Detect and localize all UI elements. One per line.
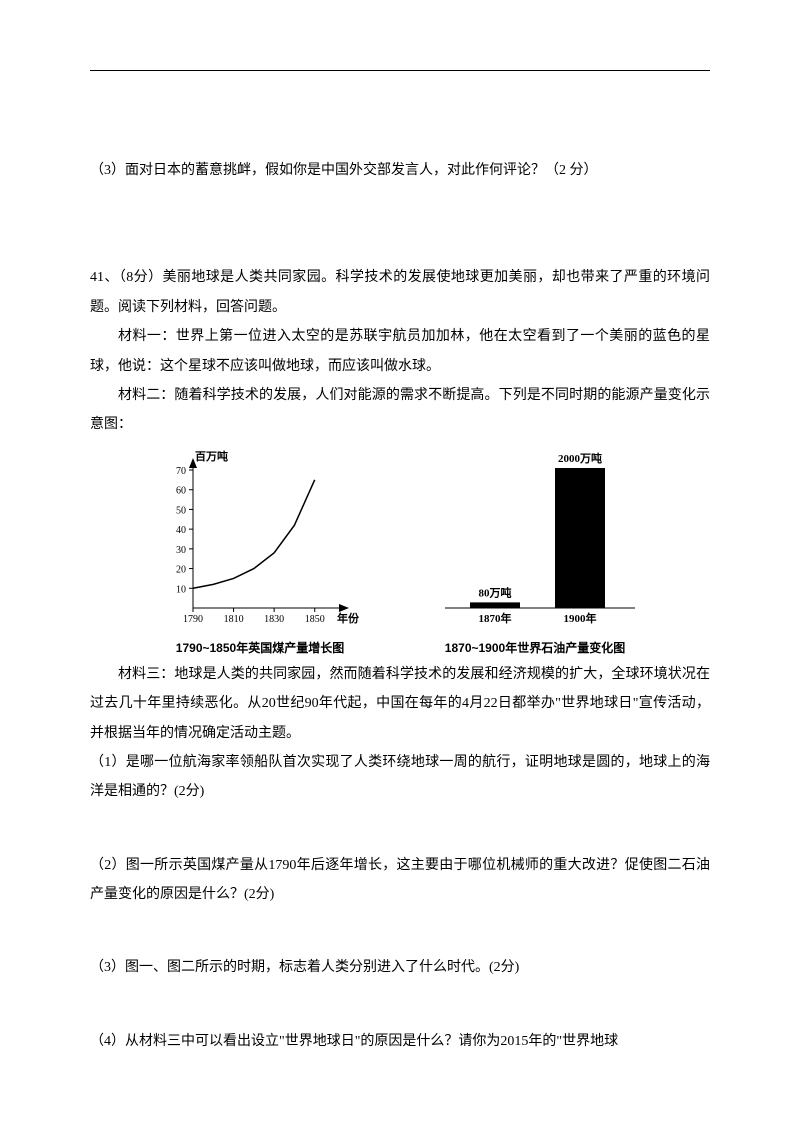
svg-text:1870年: 1870年 [479, 611, 512, 625]
svg-text:30: 30 [176, 545, 186, 556]
chart-2-box: 80万吨 1870年 2000万吨 1900年 1870~1900年世界石油产量变化图 [425, 450, 645, 656]
question-41-part4: （4）从材料三中可以看出设立"世界地球日"的原因是什么？请你为2015年的"世界… [90, 1027, 710, 1056]
svg-text:50: 50 [176, 505, 186, 516]
coal-production-line-chart: 10 20 30 40 50 60 70 1790 1810 1830 1850 百万吨年份 [155, 450, 365, 630]
svg-text:百万吨: 百万吨 [195, 450, 228, 463]
svg-text:2000万吨: 2000万吨 [558, 451, 602, 465]
charts-container: 10 20 30 40 50 60 70 1790 1810 1830 1850 百万吨年份 1790… [90, 450, 710, 656]
question-41-part2: （2）图一所示英国煤产量从1790年后逐年增长，这主要由于哪位机械师的重大改进？… [90, 851, 710, 910]
chart-2-svg-wrap: 80万吨 1870年 2000万吨 1900年 [425, 450, 645, 635]
question-41-part1: （1）是哪一位航海家率领船队首次实现了人类环绕地球一周的航行，证明地球是圆的，地… [90, 748, 710, 807]
material-2: 材料二：随着科学技术的发展，人们对能源的需求不断提高。下列是不同时期的能源产量变… [90, 381, 710, 440]
svg-text:1900年: 1900年 [564, 611, 597, 625]
svg-text:80万吨: 80万吨 [479, 585, 512, 599]
svg-text:40: 40 [176, 525, 186, 536]
material-1: 材料一：世界上第一位进入太空的是苏联宇航员加加林，他在太空看到了一个美丽的蓝色的… [90, 322, 710, 381]
question-41-intro: 41、（8分）美丽地球是人类共同家园。科学技术的发展使地球更加美丽，却也带来了严… [90, 263, 710, 322]
material-3: 材料三：地球是人类的共同家园，然而随着科学技术的发展和经济规模的扩大，全球环境状… [90, 660, 710, 748]
svg-text:1790: 1790 [183, 614, 203, 625]
header-rule [90, 70, 710, 71]
chart-1-box: 10 20 30 40 50 60 70 1790 1810 1830 1850 百万吨年份 1790… [155, 450, 365, 656]
question-41-part3: （3）图一、图二所示的时期，标志着人类分别进入了什么时代。(2分) [90, 953, 710, 982]
svg-text:1830: 1830 [264, 614, 284, 625]
svg-text:1850: 1850 [305, 614, 325, 625]
svg-text:20: 20 [176, 564, 186, 575]
page-container: （3）面对日本的蓄意挑衅，假如你是中国外交部发言人，对此作何评论？（2 分） 4… [0, 0, 800, 1096]
svg-text:60: 60 [176, 485, 186, 496]
oil-production-bar-chart: 80万吨 1870年 2000万吨 1900年 [425, 450, 645, 630]
svg-text:年份: 年份 [337, 611, 360, 625]
chart-2-caption: 1870~1900年世界石油产量变化图 [445, 639, 625, 656]
svg-text:1810: 1810 [224, 614, 244, 625]
chart-1-caption: 1790~1850年英国煤产量增长图 [176, 639, 344, 656]
svg-text:10: 10 [176, 584, 186, 595]
question-40-part3: （3）面对日本的蓄意挑衅，假如你是中国外交部发言人，对此作何评论？（2 分） [90, 156, 710, 185]
svg-text:70: 70 [176, 466, 186, 477]
chart-1-svg-wrap: 10 20 30 40 50 60 70 1790 1810 1830 1850 百万吨年份 [155, 450, 365, 635]
